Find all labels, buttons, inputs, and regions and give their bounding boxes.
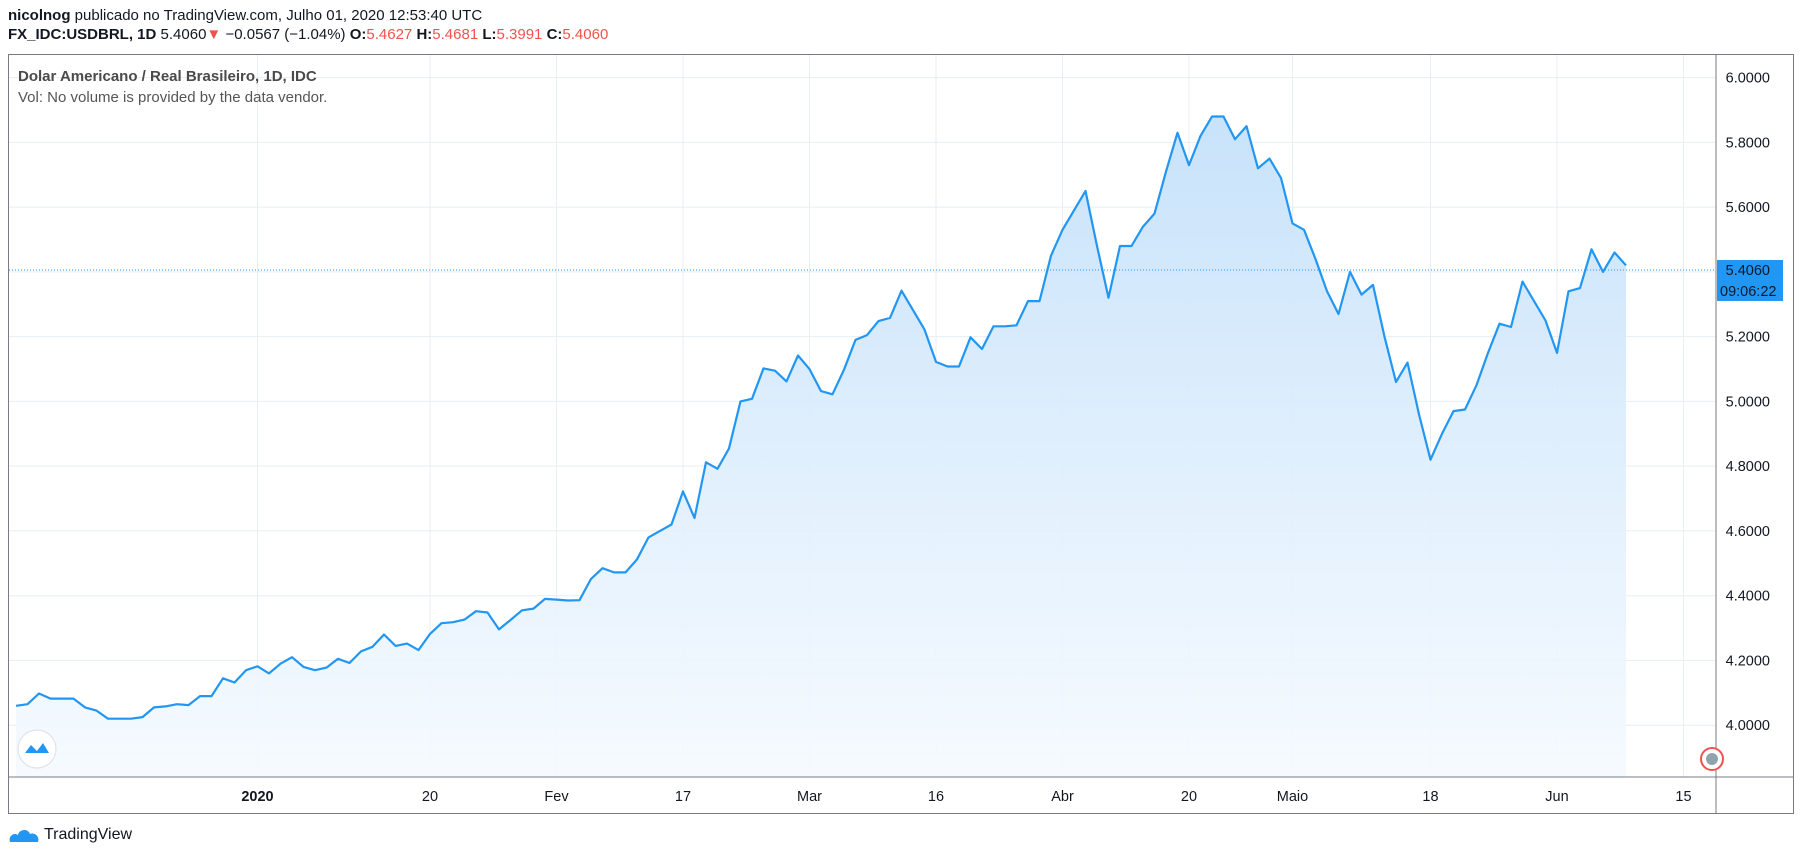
low-value: 5.3991 [496,26,543,43]
y-tick-label: 5.0000 [1726,394,1770,410]
price-area [16,116,1626,777]
x-tick-label: 20 [422,789,438,805]
x-tick-label: 2020 [241,789,273,805]
y-tick-label: 5.6000 [1726,200,1770,216]
y-tick-label: 4.6000 [1726,524,1770,540]
y-tick-label: 4.0000 [1726,718,1770,734]
x-tick-label: Jun [1545,789,1568,805]
tradingview-logo-icon [25,743,49,753]
brand-label: TradingView [44,826,133,843]
flag-icon [1700,747,1724,771]
price-line [15,115,1627,720]
close-label: C: [546,26,563,43]
open-value: 5.4627 [366,26,413,43]
legend-title: Dolar Americano / Real Brasileiro, 1D, I… [18,68,317,85]
logo-button[interactable] [17,729,57,769]
x-tick-label: 17 [675,789,691,805]
x-tick-label: Fev [544,789,569,805]
chart-frame[interactable] [8,54,1794,814]
y-tick-label: 4.4000 [1726,589,1770,605]
tradingview-cloud-icon [9,829,39,842]
high-value: 5.4681 [432,26,479,43]
x-tick-label: Maio [1277,789,1308,805]
quote-line: FX_IDC:USDBRL, 1D 5.4060▼ −0.0567 (−1.04… [8,25,608,44]
publish-info: nicolnog publicado no TradingView.com, J… [8,6,608,44]
chart-legend: Dolar Americano / Real Brasileiro, 1D, I… [18,66,327,108]
y-tick-label: 5.8000 [1726,135,1770,151]
close-value: 5.4060 [562,26,609,43]
y-tick-label: 5.2000 [1726,330,1770,346]
current-price-label: 5.4060 [1726,263,1770,279]
x-tick-label: 18 [1422,789,1438,805]
y-tick-label: 4.8000 [1726,459,1770,475]
price-axis-label: 5.4060 [1717,259,1783,280]
countdown-axis-label: 09:06:22 [1717,279,1783,301]
x-tick-label: 20 [1181,789,1197,805]
footer-brand[interactable]: TradingView [8,826,132,844]
publish-text: publicado no TradingView.com, Julho 01, … [74,7,483,24]
y-tick-label: 4.2000 [1726,653,1770,669]
price-change: −0.0567 (−1.04%) [225,26,346,43]
last-price: 5.4060 [160,26,207,43]
x-tick-label: 15 [1675,789,1691,805]
low-label: L: [482,26,497,43]
publish-line: nicolnog publicado no TradingView.com, J… [8,6,608,25]
x-tick-label: 16 [928,789,944,805]
symbol-label: FX_IDC:USDBRL, 1D [8,26,157,43]
y-tick-label: 6.0000 [1726,71,1770,87]
x-tick-label: Mar [797,789,822,805]
down-arrow-icon: ▼ [206,26,222,43]
author-name[interactable]: nicolnog [8,7,71,24]
open-label: O: [349,26,367,43]
legend-volume: Vol: No volume is provided by the data v… [18,89,328,106]
high-label: H: [416,26,433,43]
countdown-label: 09:06:22 [1720,284,1776,300]
x-tick-label: Abr [1051,789,1074,805]
